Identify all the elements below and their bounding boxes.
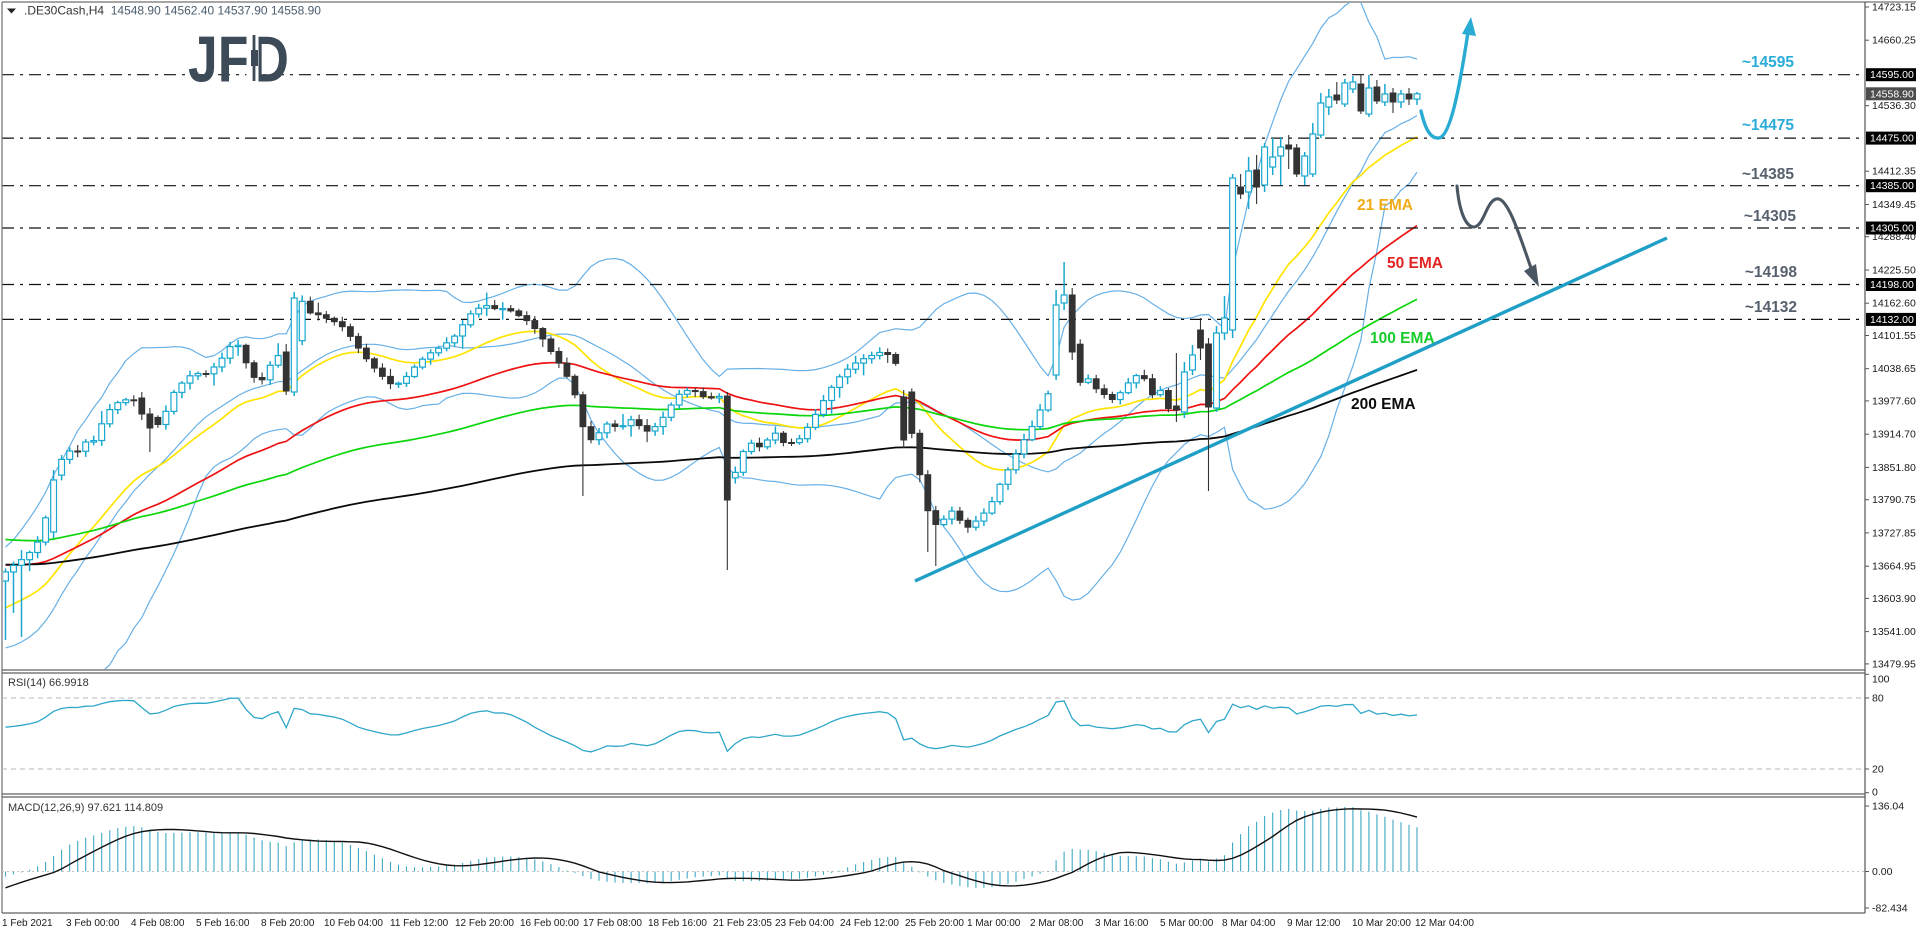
svg-text:20: 20 bbox=[1872, 764, 1884, 776]
svg-text:14101.55: 14101.55 bbox=[1872, 330, 1916, 342]
svg-text:14305.00: 14305.00 bbox=[1870, 223, 1914, 235]
svg-text:13914.70: 13914.70 bbox=[1872, 429, 1916, 441]
svg-text:1 Mar 00:00: 1 Mar 00:00 bbox=[967, 918, 1021, 929]
svg-text:17 Feb 08:00: 17 Feb 08:00 bbox=[583, 918, 642, 929]
svg-text:21 Feb 23:05: 21 Feb 23:05 bbox=[713, 918, 772, 929]
svg-text:~14595: ~14595 bbox=[1742, 54, 1795, 71]
svg-text:136.04: 136.04 bbox=[1872, 801, 1904, 813]
svg-text:11 Feb 12:00: 11 Feb 12:00 bbox=[390, 918, 449, 929]
svg-text:14198.00: 14198.00 bbox=[1870, 279, 1914, 291]
svg-text:14723.15: 14723.15 bbox=[1872, 2, 1916, 14]
svg-text:.DE30Cash,H4 14548.90 14562.4: .DE30Cash,H4 14548.90 14562.40 14537.90 … bbox=[24, 4, 321, 18]
svg-text:0.00: 0.00 bbox=[1872, 866, 1893, 878]
svg-text:100 EMA: 100 EMA bbox=[1370, 330, 1435, 347]
svg-text:13603.90: 13603.90 bbox=[1872, 593, 1916, 605]
svg-text:14038.65: 14038.65 bbox=[1872, 363, 1916, 375]
svg-text:13541.00: 13541.00 bbox=[1872, 626, 1916, 638]
svg-text:24 Feb 12:00: 24 Feb 12:00 bbox=[840, 918, 899, 929]
svg-text:13790.75: 13790.75 bbox=[1872, 494, 1916, 506]
svg-text:1 Feb 2021: 1 Feb 2021 bbox=[2, 918, 53, 929]
svg-text:JFD: JFD bbox=[188, 24, 289, 96]
svg-text:8 Feb 20:00: 8 Feb 20:00 bbox=[261, 918, 315, 929]
svg-text:13851.80: 13851.80 bbox=[1872, 462, 1916, 474]
svg-text:100: 100 bbox=[1872, 674, 1890, 686]
svg-text:8 Mar 04:00: 8 Mar 04:00 bbox=[1222, 918, 1276, 929]
svg-text:5 Mar 00:00: 5 Mar 00:00 bbox=[1160, 918, 1214, 929]
svg-text:12 Mar 04:00: 12 Mar 04:00 bbox=[1415, 918, 1474, 929]
svg-text:14132.00: 14132.00 bbox=[1870, 314, 1914, 326]
svg-text:18 Feb 16:00: 18 Feb 16:00 bbox=[648, 918, 707, 929]
svg-text:14349.45: 14349.45 bbox=[1872, 199, 1916, 211]
svg-text:10 Feb 04:00: 10 Feb 04:00 bbox=[324, 918, 383, 929]
svg-text:4 Feb 08:00: 4 Feb 08:00 bbox=[131, 918, 185, 929]
svg-text:14412.35: 14412.35 bbox=[1872, 166, 1916, 178]
svg-text:12 Feb 20:00: 12 Feb 20:00 bbox=[455, 918, 514, 929]
svg-text:13664.95: 13664.95 bbox=[1872, 561, 1916, 573]
svg-text:2 Mar 08:00: 2 Mar 08:00 bbox=[1030, 918, 1084, 929]
svg-text:14225.50: 14225.50 bbox=[1872, 265, 1916, 277]
svg-text:14536.30: 14536.30 bbox=[1872, 100, 1916, 112]
svg-text:14595.00: 14595.00 bbox=[1870, 69, 1914, 81]
svg-text:0: 0 bbox=[1872, 787, 1878, 799]
svg-text:80: 80 bbox=[1872, 693, 1884, 705]
svg-text:~14132: ~14132 bbox=[1745, 299, 1797, 316]
svg-text:14385.00: 14385.00 bbox=[1870, 180, 1914, 192]
svg-text:13727.85: 13727.85 bbox=[1872, 527, 1916, 539]
svg-text:5 Feb 16:00: 5 Feb 16:00 bbox=[196, 918, 250, 929]
svg-text:9 Mar 12:00: 9 Mar 12:00 bbox=[1287, 918, 1341, 929]
svg-text:~14305: ~14305 bbox=[1744, 208, 1797, 225]
svg-text:21 EMA: 21 EMA bbox=[1357, 197, 1413, 214]
svg-text:3 Feb 00:00: 3 Feb 00:00 bbox=[66, 918, 120, 929]
svg-text:10 Mar 20:00: 10 Mar 20:00 bbox=[1352, 918, 1411, 929]
svg-text:200 EMA: 200 EMA bbox=[1351, 396, 1416, 413]
svg-text:23 Feb 04:00: 23 Feb 04:00 bbox=[775, 918, 834, 929]
svg-text:~14385: ~14385 bbox=[1742, 166, 1795, 183]
svg-text:25 Feb 20:00: 25 Feb 20:00 bbox=[905, 918, 964, 929]
svg-text:14475.00: 14475.00 bbox=[1870, 133, 1914, 145]
svg-text:~14198: ~14198 bbox=[1745, 264, 1798, 281]
svg-text:MACD(12,26,9) 97.621 114.809: MACD(12,26,9) 97.621 114.809 bbox=[8, 802, 163, 814]
svg-text:13479.95: 13479.95 bbox=[1872, 658, 1916, 670]
svg-text:~14475: ~14475 bbox=[1742, 117, 1795, 134]
svg-text:16 Feb 00:00: 16 Feb 00:00 bbox=[520, 918, 579, 929]
svg-text:-82.434: -82.434 bbox=[1872, 903, 1908, 915]
svg-text:3 Mar 16:00: 3 Mar 16:00 bbox=[1095, 918, 1149, 929]
svg-text:50 EMA: 50 EMA bbox=[1387, 255, 1443, 272]
svg-text:14660.25: 14660.25 bbox=[1872, 35, 1916, 47]
svg-text:RSI(14) 66.9918: RSI(14) 66.9918 bbox=[8, 677, 89, 689]
svg-text:14162.60: 14162.60 bbox=[1872, 298, 1916, 310]
svg-text:14558.90: 14558.90 bbox=[1870, 88, 1914, 100]
svg-text:13977.60: 13977.60 bbox=[1872, 395, 1916, 407]
